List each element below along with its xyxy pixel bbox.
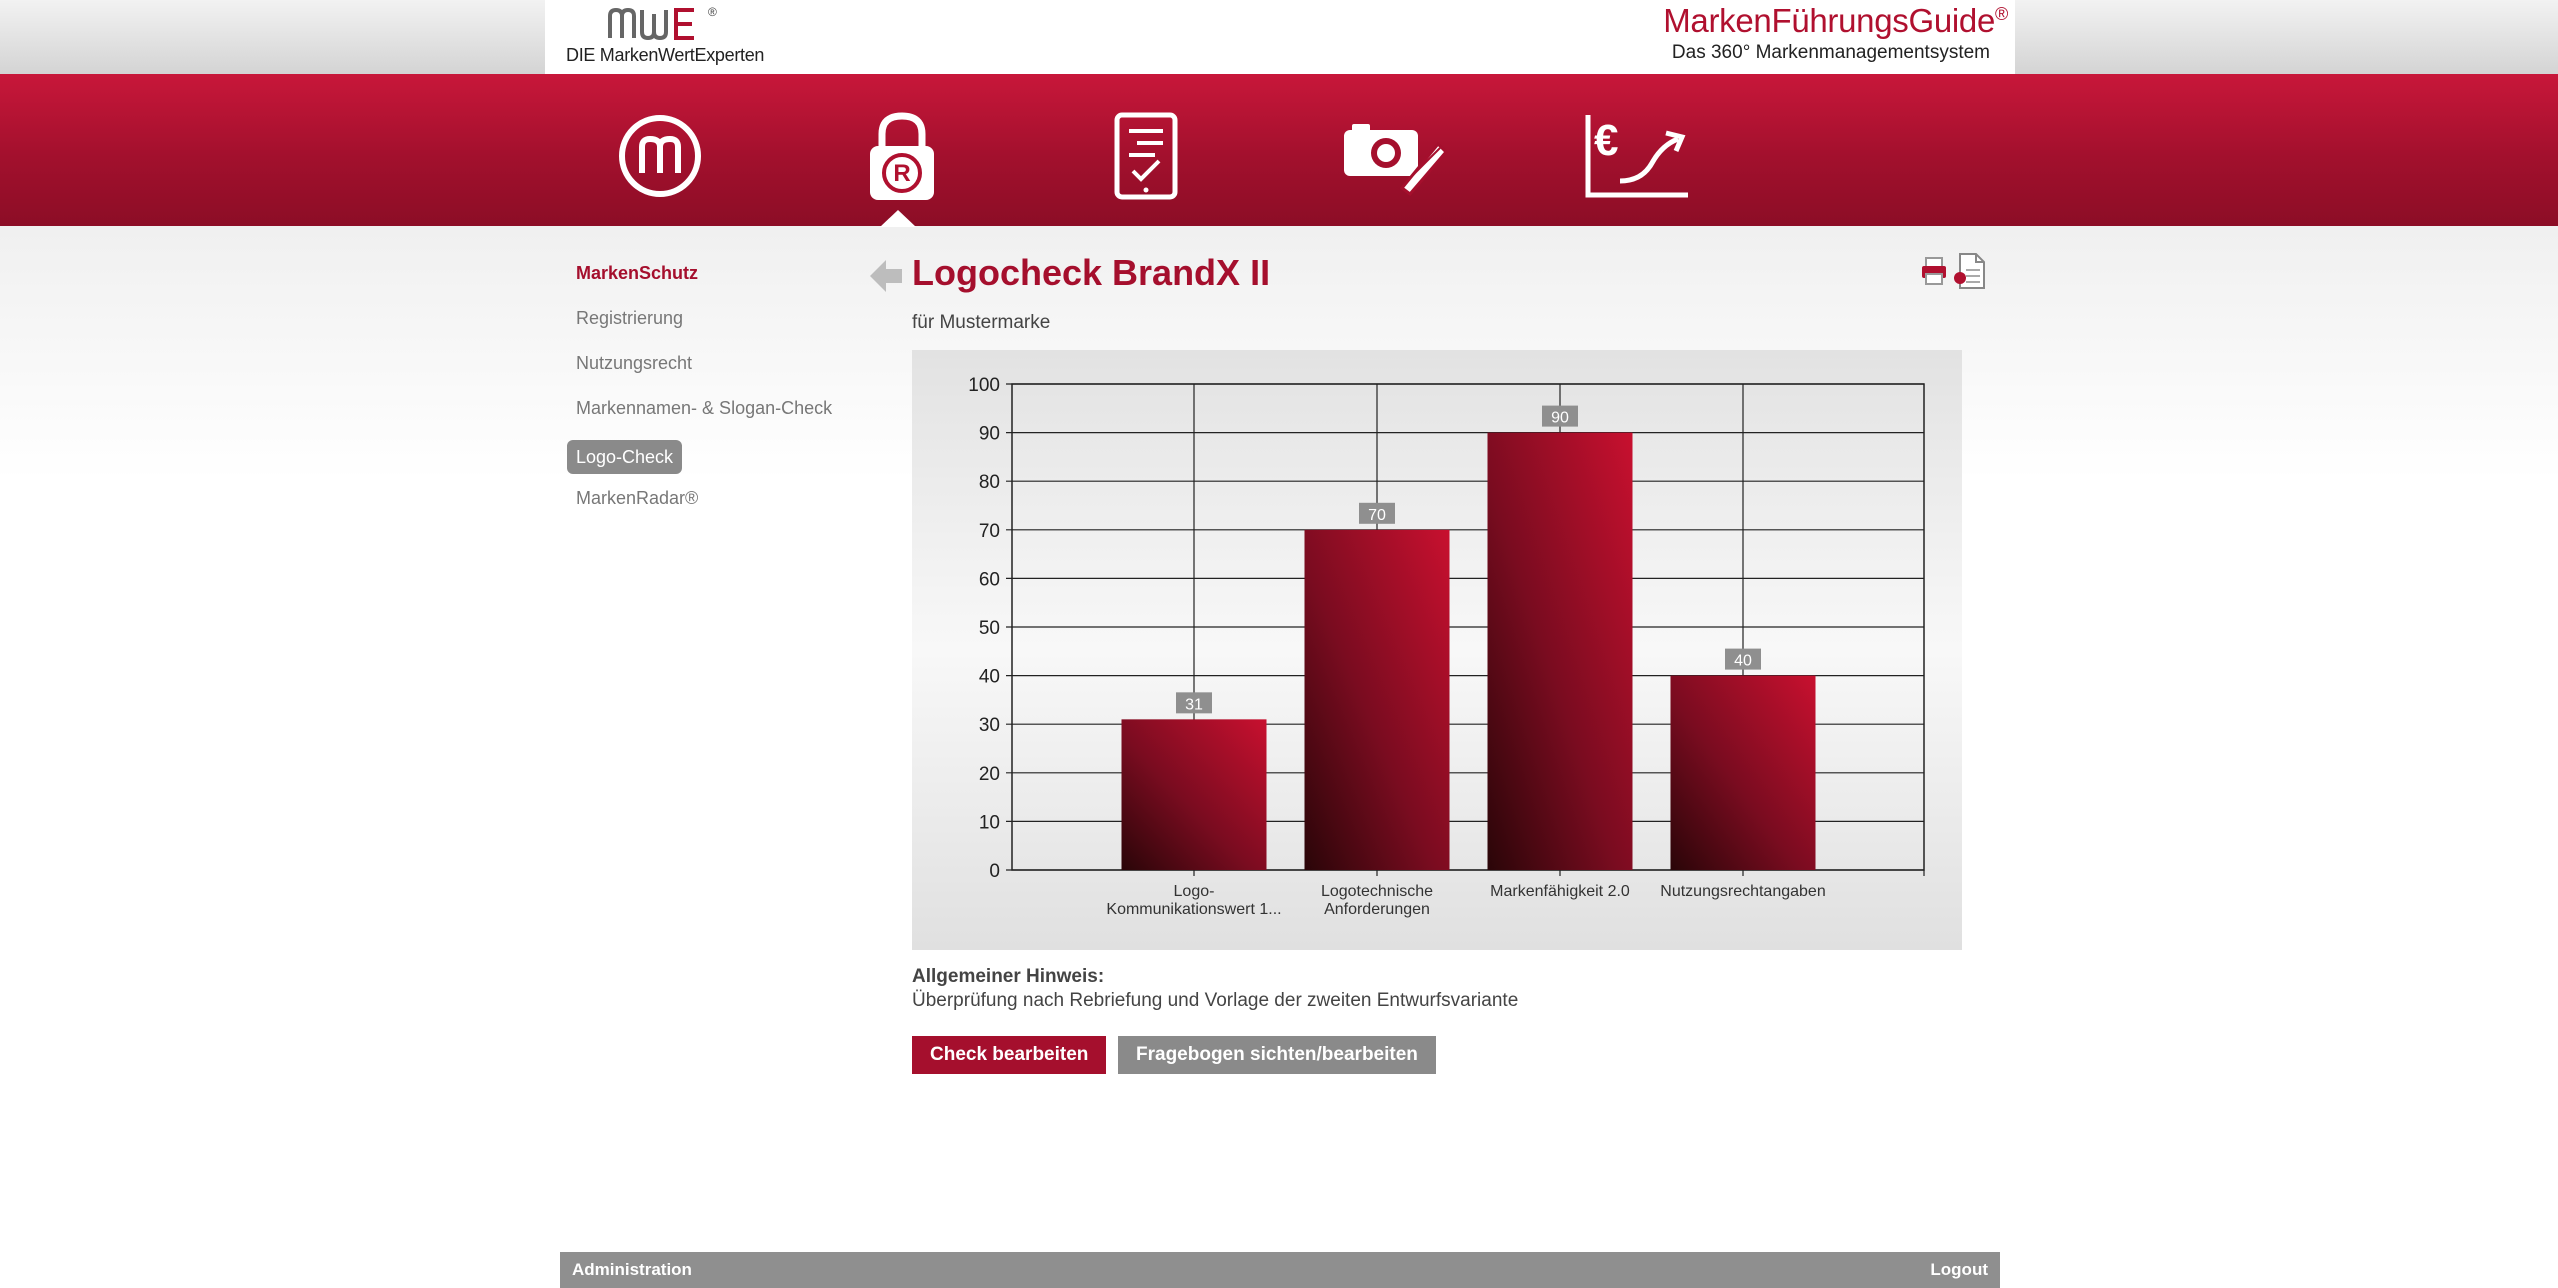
- nav-markenschutz[interactable]: R: [852, 106, 952, 206]
- y-tick-label: 40: [979, 667, 1000, 688]
- logout-link[interactable]: Logout: [1930, 1260, 1988, 1279]
- tablet-checklist-icon: [1114, 112, 1178, 200]
- x-tick-label: Nutzungsrechtangaben: [1660, 883, 1825, 900]
- sidebar: MarkenSchutz Registrierung Nutzungsrecht…: [567, 260, 832, 530]
- camera-pencil-icon: [1344, 124, 1449, 196]
- edit-check-button[interactable]: Check bearbeiten: [912, 1036, 1107, 1074]
- logo-registered: ®: [708, 5, 717, 19]
- x-tick-label: Logo-: [1174, 883, 1215, 900]
- brand-title: MarkenFührungsGuide®: [1663, 2, 2008, 40]
- brand-title-text: MarkenFührungsGuide: [1663, 2, 1996, 39]
- y-tick-label: 80: [979, 472, 1000, 493]
- bar: [1304, 529, 1450, 870]
- x-tick-label: Logotechnische: [1321, 883, 1433, 900]
- brand-m-icon: [619, 115, 701, 197]
- data-label: 40: [1734, 653, 1752, 670]
- y-tick-label: 20: [979, 764, 1000, 785]
- svg-text:€: €: [1594, 116, 1618, 165]
- data-label-bg: [1725, 648, 1761, 670]
- bar: [1121, 719, 1267, 870]
- sidebar-item-markenradar[interactable]: MarkenRadar®: [576, 488, 699, 508]
- euro-chart-icon: €: [1585, 115, 1688, 198]
- x-tick-label: Anforderungen: [1324, 901, 1430, 918]
- data-label-bg: [1359, 502, 1395, 524]
- print-icon[interactable]: [1920, 256, 1948, 286]
- y-tick-label: 60: [979, 569, 1000, 590]
- logo-check-chart: 0 10 20 30 40 50 60 70 80 90 100 Logo- Kommunikation…: [912, 350, 1962, 950]
- sidebar-heading-markenschutz[interactable]: MarkenSchutz: [576, 263, 699, 283]
- lock-registered-icon: R: [870, 112, 934, 200]
- sidebar-item-registrierung[interactable]: Registrierung: [576, 308, 684, 328]
- y-tick-label: 100: [968, 375, 1000, 396]
- back-arrow-icon[interactable]: [868, 258, 904, 294]
- logo-subtitle: DIE MarkenWertExperten: [566, 45, 765, 65]
- y-tick-label: 90: [979, 424, 1000, 445]
- y-tick-label: 10: [979, 812, 1000, 833]
- data-label: 31: [1185, 696, 1203, 713]
- y-tick-label: 50: [979, 618, 1000, 639]
- header-inner: [545, 0, 2015, 74]
- data-label-bg: [1542, 405, 1578, 427]
- sidebar-item-slogan-check[interactable]: Markennamen- & Slogan-Check: [576, 398, 833, 418]
- brand-subtitle: Das 360° Markenmanagementsystem: [1671, 42, 1990, 63]
- hint-text: Überprüfung nach Rebriefung und Vorlage …: [912, 990, 1519, 1011]
- brand-registered: ®: [1995, 4, 2008, 24]
- bar: [1670, 675, 1816, 870]
- x-tick-label: Kommunikationswert 1...: [1106, 901, 1281, 918]
- nav-brand-m[interactable]: [610, 106, 710, 206]
- mwe-logo[interactable]: ®: [608, 2, 728, 46]
- main-navigation: R €: [0, 74, 2558, 226]
- sidebar-item-logo-check[interactable]: Logo-Check: [567, 440, 683, 474]
- page-subtitle: für Mustermarke: [912, 312, 1051, 333]
- y-tick-label: 0: [989, 861, 1000, 882]
- data-label: 90: [1551, 410, 1569, 427]
- y-tick-label: 30: [979, 715, 1000, 736]
- pdf-export-icon[interactable]: [1952, 252, 1986, 290]
- y-tick-label: 70: [979, 521, 1000, 542]
- svg-text:R: R: [893, 160, 910, 187]
- data-label: 70: [1368, 507, 1386, 524]
- nav-checklist[interactable]: [1096, 106, 1196, 206]
- nav-markenwert[interactable]: €: [1580, 106, 1690, 206]
- footer-bar: Administration Logout: [560, 1252, 2000, 1288]
- nav-design[interactable]: [1340, 106, 1450, 206]
- view-questionnaire-button[interactable]: Fragebogen sichten/bearbeiten: [1118, 1036, 1436, 1074]
- bar-chart-svg: 0 10 20 30 40 50 60 70 80 90 100 Logo-Kommunikation…: [968, 375, 1925, 918]
- nav-active-pointer: [880, 210, 916, 227]
- sidebar-item-nutzungsrecht[interactable]: Nutzungsrecht: [576, 353, 693, 373]
- bar: [1487, 432, 1633, 870]
- x-tick-label: Markenfähigkeit 2.0: [1490, 883, 1630, 900]
- hint-label: Allgemeiner Hinweis:: [912, 966, 1105, 987]
- page-title: Logocheck BrandX II: [912, 252, 1271, 293]
- data-label-bg: [1176, 692, 1212, 714]
- administration-link[interactable]: Administration: [572, 1260, 692, 1279]
